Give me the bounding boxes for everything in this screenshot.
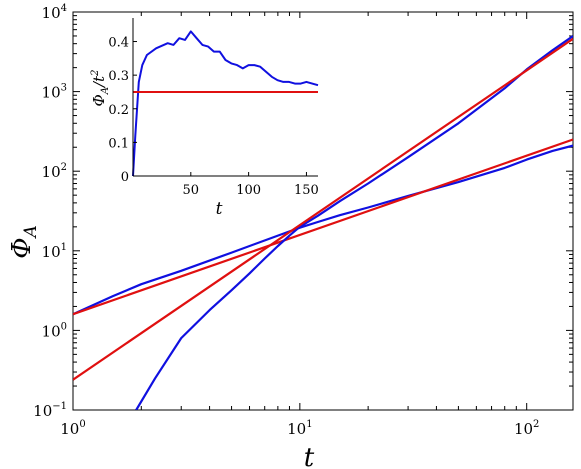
y-tick-label: 104 (42, 3, 67, 22)
inset-y-tick-label: 0.4 (108, 36, 129, 51)
y-tick-label: 101 (42, 242, 67, 261)
y-tick-label: 102 (42, 162, 67, 181)
main-plot-frame (72, 11, 574, 411)
main-series-line-1 (73, 144, 573, 316)
main-series-line-3 (135, 35, 573, 410)
inset-y-tick-label: 0.2 (108, 103, 129, 118)
x-tick-label: 100 (60, 419, 85, 438)
inset-y-tick-label: 0.1 (108, 136, 129, 151)
y-tick-label: 10−1 (33, 401, 67, 420)
inset-x-tick-label: 100 (236, 183, 261, 198)
main-series (73, 35, 573, 410)
x-axis-label: t (304, 443, 315, 469)
inset-series-line-1 (132, 30, 319, 177)
inset-y-tick-label: 0 (121, 170, 129, 185)
x-tick-label: 102 (514, 419, 539, 438)
inset-x-tick-label: 150 (294, 183, 319, 198)
inset-x-tick-label: 50 (183, 183, 200, 198)
inset-y-tick-label: 0.3 (108, 69, 129, 84)
x-tick-label: 101 (287, 419, 312, 438)
inset-series (132, 30, 319, 177)
y-axis-label: ΦA (7, 225, 41, 259)
y-tick-label: 100 (42, 321, 67, 340)
inset-x-axis-label: t (216, 199, 223, 219)
main-series-line-2 (73, 138, 573, 316)
main-series-line-4 (73, 37, 573, 381)
inset-y-axis-label: ΦA/t2 (90, 69, 111, 106)
y-tick-label: 103 (42, 83, 67, 102)
inset-ticks: 50 100 150 0 0.1 0.2 0.3 0.4 (108, 36, 319, 198)
